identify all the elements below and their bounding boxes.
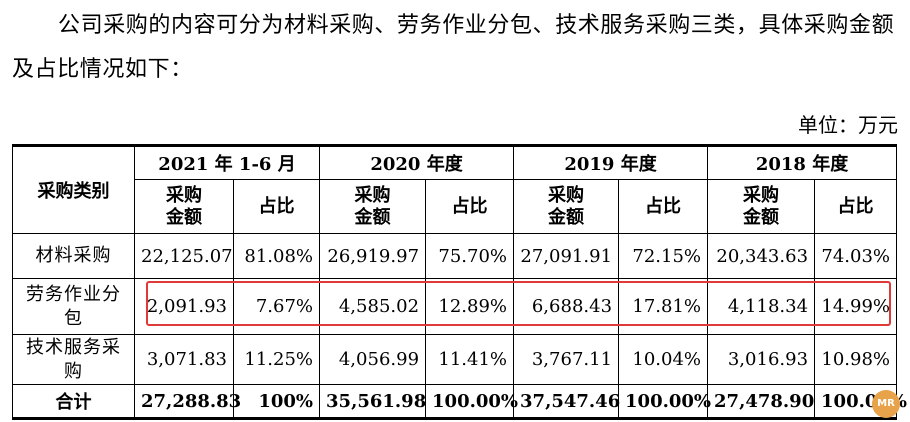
category-header: 采购类别 xyxy=(12,144,135,234)
table-row: 技术服务采购 3,071.83 11.25% 4,056.99 11.41% 3… xyxy=(12,334,898,385)
table-cell: 7.67% xyxy=(232,278,321,335)
table-cell: 4,585.02 xyxy=(319,278,427,335)
table-row: 劳务作业分包 2,091.93 7.67% 4,585.02 12.89% 6,… xyxy=(12,278,898,335)
table-cell: 81.08% xyxy=(232,233,321,279)
table-cell: 11.41% xyxy=(425,334,515,385)
table-cell: 26,919.97 xyxy=(319,233,427,279)
table-cell: 3,016.93 xyxy=(707,334,816,385)
amount-header: 采购 金额 xyxy=(134,179,234,234)
table-cell: 27,478.90 xyxy=(707,384,816,420)
table-cell: 11.25% xyxy=(232,334,321,385)
unit-label: 单位：万元 xyxy=(798,113,898,137)
total-label: 合计 xyxy=(12,384,135,420)
table-cell: 17.81% xyxy=(618,278,709,335)
table-cell: 4,056.99 xyxy=(319,334,427,385)
table-cell: 6,688.43 xyxy=(513,278,620,335)
amount-header: 采购 金额 xyxy=(513,179,620,234)
row-category-labor-subcontract: 劳务作业分包 xyxy=(12,278,135,335)
table-cell: 27,091.91 xyxy=(513,233,620,279)
ratio-header: 占比 xyxy=(618,179,709,234)
table-cell: 72.15% xyxy=(618,233,709,279)
table-cell: 14.99% xyxy=(814,278,898,335)
table-cell: 22,125.07 xyxy=(134,233,234,279)
table-cell: 10.04% xyxy=(618,334,709,385)
table-cell: 74.03% xyxy=(814,233,898,279)
table-cell: 3,767.11 xyxy=(513,334,620,385)
table-cell: 4,118.34 xyxy=(707,278,816,335)
ratio-header: 占比 xyxy=(425,179,515,234)
table-cell: 3,071.83 xyxy=(134,334,234,385)
watermark-logo: MR xyxy=(872,390,900,418)
table-cell: 100.00% xyxy=(425,384,518,420)
table-row: 材料采购 22,125.07 81.08% 26,919.97 75.70% 2… xyxy=(12,233,898,279)
procurement-table: 采购类别 2021 年 1-6 月 2020 年度 2019 年度 2018 年… xyxy=(12,144,907,420)
table-cell: 100% xyxy=(232,384,321,420)
table-cell: 10.98% xyxy=(814,334,898,385)
period-header-2018: 2018 年度 xyxy=(707,144,898,180)
total-row: 合计 27,288.83 100% 35,561.98 100.00% 37,5… xyxy=(12,384,907,420)
period-header-2020: 2020 年度 xyxy=(319,144,515,180)
ratio-header: 占比 xyxy=(232,179,321,234)
table-cell: 20,343.63 xyxy=(707,233,816,279)
table-cell: 35,561.98 xyxy=(319,384,426,420)
table-cell: 2,091.93 xyxy=(134,278,234,335)
row-category-materials: 材料采购 xyxy=(12,233,135,279)
table-cell: 100.00% xyxy=(618,384,711,420)
amount-header: 采购 金额 xyxy=(319,179,427,234)
amount-header: 采购 金额 xyxy=(707,179,816,234)
intro-paragraph: 公司采购的内容可分为材料采购、劳务作业分包、技术服务采购三类，具体采购金额及占比… xyxy=(12,13,895,82)
table-cell: 27,288.83 xyxy=(134,384,241,420)
period-header-2021h1: 2021 年 1-6 月 xyxy=(133,144,321,180)
table-cell: 37,547.46 xyxy=(513,384,620,420)
period-header-2019: 2019 年度 xyxy=(513,144,709,180)
table-cell: 12.89% xyxy=(425,278,515,335)
row-category-tech-services: 技术服务采购 xyxy=(12,334,135,385)
table-cell: 75.70% xyxy=(425,233,515,279)
ratio-header: 占比 xyxy=(814,179,898,234)
